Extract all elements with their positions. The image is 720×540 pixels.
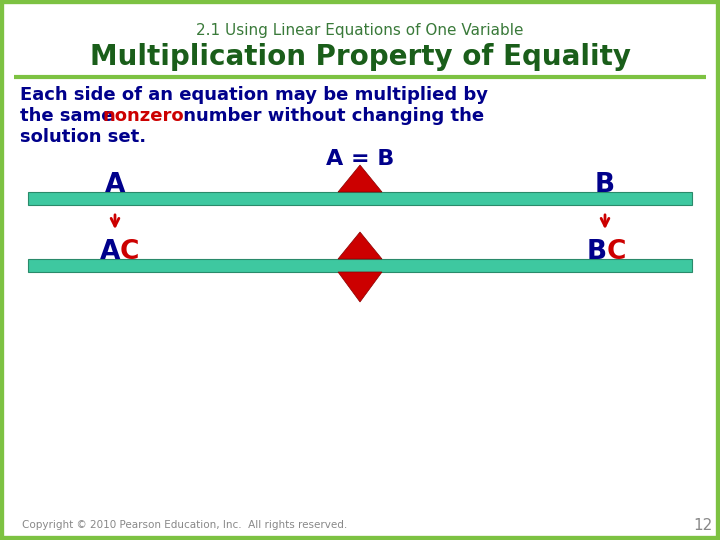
Polygon shape bbox=[338, 232, 382, 259]
Text: Copyright © 2010 Pearson Education, Inc.  All rights reserved.: Copyright © 2010 Pearson Education, Inc.… bbox=[22, 520, 347, 530]
Bar bbox=[28, 192, 692, 205]
Polygon shape bbox=[338, 272, 382, 302]
Text: nonzero: nonzero bbox=[103, 107, 184, 125]
Text: C: C bbox=[607, 239, 626, 265]
Text: Multiplication Property of Equality: Multiplication Property of Equality bbox=[89, 43, 631, 71]
Text: A: A bbox=[100, 239, 120, 265]
Text: 12: 12 bbox=[693, 517, 713, 532]
Text: Each side of an equation may be multiplied by: Each side of an equation may be multipli… bbox=[20, 86, 488, 104]
Bar bbox=[28, 259, 692, 272]
Text: =: = bbox=[349, 239, 371, 265]
Text: A: A bbox=[105, 172, 125, 198]
Text: B: B bbox=[595, 172, 615, 198]
Text: C: C bbox=[120, 239, 140, 265]
Text: solution set.: solution set. bbox=[20, 128, 146, 146]
Text: B: B bbox=[587, 239, 607, 265]
Text: =: = bbox=[349, 172, 371, 198]
Text: A = B: A = B bbox=[326, 149, 394, 169]
Text: the same: the same bbox=[20, 107, 120, 125]
Polygon shape bbox=[338, 165, 382, 192]
Text: number without changing the: number without changing the bbox=[177, 107, 484, 125]
Text: 2.1 Using Linear Equations of One Variable: 2.1 Using Linear Equations of One Variab… bbox=[197, 23, 523, 37]
